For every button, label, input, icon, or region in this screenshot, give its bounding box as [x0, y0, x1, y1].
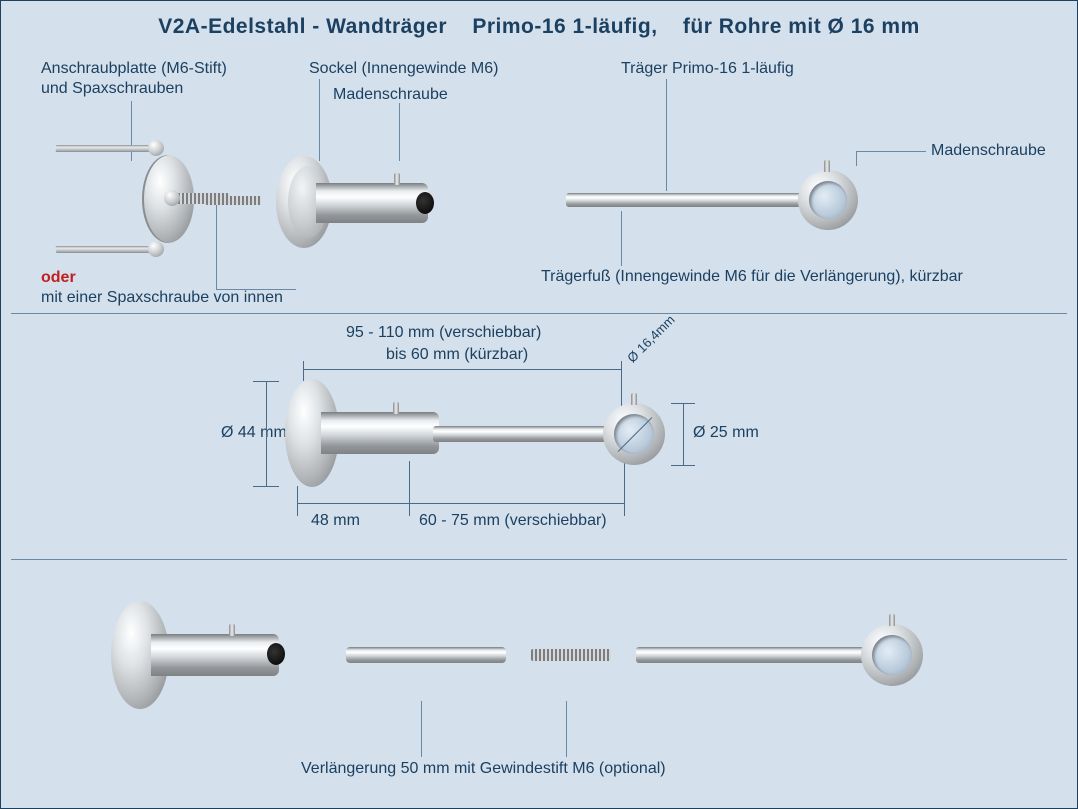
dim-tick [671, 403, 695, 404]
dim-line [409, 503, 624, 504]
label-traegerfuss: Trägerfuß (Innengewinde M6 für die Verlä… [541, 267, 963, 287]
ext-sockel [151, 634, 279, 676]
leader-line [319, 79, 320, 161]
ext-rod [636, 647, 871, 663]
dim-25: Ø 25 mm [693, 423, 759, 443]
screw-head [148, 241, 164, 257]
leader-line [856, 151, 926, 152]
label-sockel: Sockel (Innengewinde M6) [309, 59, 498, 79]
dim-line [297, 503, 409, 504]
ext-tube [346, 647, 506, 663]
assembly-sockel [321, 412, 439, 454]
screw [56, 246, 151, 253]
leader-line [621, 211, 622, 266]
label-madenschraube-2: Madenschraube [931, 141, 1046, 161]
label-anschraubplatte-l2: und Spaxschrauben [41, 80, 183, 97]
leader-line [856, 151, 857, 166]
dim-44: Ø 44 mm [221, 423, 287, 443]
label-oder-text: oder [41, 269, 76, 286]
setscrew-icon [631, 393, 637, 405]
dim-tick [266, 381, 267, 486]
sockel-bore [416, 192, 434, 214]
ext-ring [861, 624, 923, 686]
dim-tick [297, 486, 298, 516]
dim-tick [253, 381, 279, 382]
setscrew-icon [394, 173, 400, 185]
screw [56, 145, 151, 152]
setscrew-icon [393, 402, 399, 414]
dim-tick [409, 461, 410, 516]
title-part3: für Rohre mit Ø 16 mm [683, 15, 920, 38]
label-anschraubplatte: Anschraubplatte (M6-Stift) und Spaxschra… [41, 59, 227, 99]
setscrew-icon [889, 614, 895, 626]
carrier-ring-hole [809, 181, 847, 219]
label-verlaengerung: Verlängerung 50 mm mit Gewindestift M6 (… [301, 759, 666, 779]
title-part1: V2A-Edelstahl - Wandträger [158, 15, 447, 38]
assembly-rod [433, 426, 613, 442]
section-divider [11, 559, 1067, 560]
page-title: V2A-Edelstahl - Wandträger Primo-16 1-lä… [1, 1, 1077, 47]
leader-line [666, 79, 667, 191]
leader-line [566, 701, 567, 757]
leader-line [421, 701, 422, 757]
setscrew-icon [229, 624, 235, 636]
label-anschraubplatte-l1: Anschraubplatte (M6-Stift) [41, 60, 227, 77]
carrier-rod [566, 193, 806, 207]
ext-grubscrew [531, 649, 611, 661]
leader-line [216, 289, 296, 290]
ext-ring-hole [872, 635, 912, 675]
dim-tick [253, 486, 279, 487]
screw-head [148, 140, 164, 156]
dim-164: Ø 16,4mm [624, 312, 678, 366]
section-divider [11, 313, 1067, 314]
dim-kuerzbar: bis 60 mm (kürzbar) [386, 345, 528, 365]
dim-95-110: 95 - 110 mm (verschiebbar) [346, 323, 541, 343]
leader-line [399, 103, 400, 161]
label-oder: oder mit einer Spaxschraube von innen [41, 268, 283, 308]
stud-head [164, 190, 180, 206]
label-spax-innen: mit einer Spaxschraube von innen [41, 289, 283, 306]
setscrew-icon [824, 160, 830, 172]
carrier-ring [798, 170, 858, 230]
dim-tick [683, 403, 684, 465]
spax-inner [206, 196, 261, 205]
label-madenschraube-1: Madenschraube [333, 85, 448, 105]
ext-bore [267, 643, 285, 665]
title-part2: Primo-16 1-läufig, [472, 15, 657, 38]
dim-tick [624, 461, 625, 516]
dim-tick [303, 361, 304, 381]
dim-48: 48 mm [311, 511, 360, 531]
dim-line [303, 369, 621, 370]
dim-tick [671, 465, 695, 466]
dim-60-75: 60 - 75 mm (verschiebbar) [419, 511, 607, 531]
sockel-stem [316, 183, 428, 223]
label-traeger: Träger Primo-16 1-läufig [621, 59, 794, 79]
